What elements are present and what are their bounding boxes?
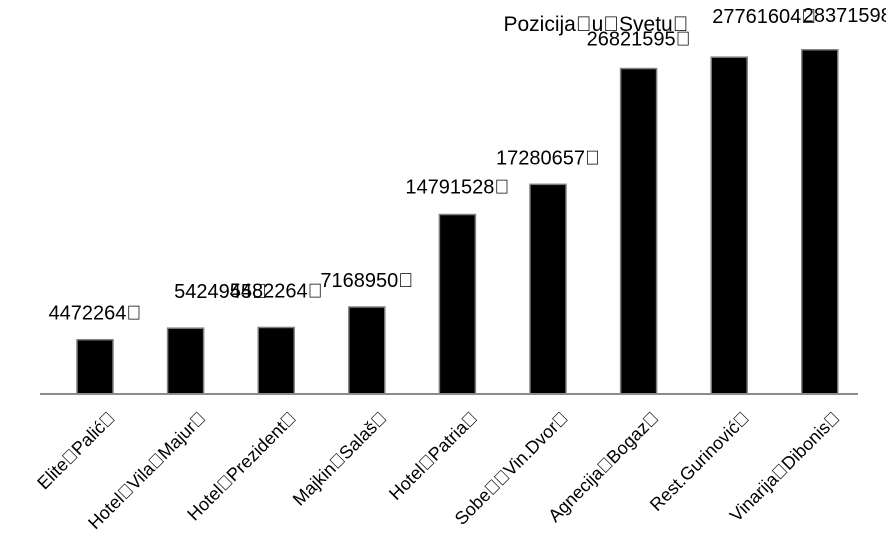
bar-value-label: 7168950  (320, 270, 413, 292)
bar (348, 306, 386, 395)
bar (529, 183, 567, 395)
bar-value-label: 4472264  (49, 303, 142, 325)
category-labels-group: Elite Palić Hotel Vila Majur Hotel Prezi… (33, 408, 843, 533)
category-label: Hotel Patria  (385, 408, 481, 504)
bar-value-label: 17280657  (496, 147, 600, 169)
bar (801, 49, 839, 395)
value-labels-group: 4472264  5424945 5482264 7168950  14791528… (49, 5, 886, 325)
bar (257, 326, 295, 395)
bar (166, 327, 205, 395)
bar-value-label: 26821595  (587, 29, 691, 51)
category-label: Elite Palić  (33, 408, 119, 494)
bar (76, 338, 114, 395)
bar-value-label: 27761604  (712, 6, 816, 28)
bar-value-label: 28371598  (803, 5, 886, 27)
chart-title: Pozicija u Svetu  (504, 13, 689, 36)
category-label: Rest.Gurinović  (646, 408, 753, 515)
bar (438, 213, 477, 395)
bars-group (76, 49, 839, 395)
bar-value-label: 14791528  (405, 177, 509, 199)
bar-value-label: 5482264  (230, 280, 323, 302)
bar (710, 56, 748, 395)
bar (619, 67, 658, 395)
bar-value-label: 5424945  (174, 281, 267, 303)
category-label: Majkin Salaš  (289, 408, 391, 510)
